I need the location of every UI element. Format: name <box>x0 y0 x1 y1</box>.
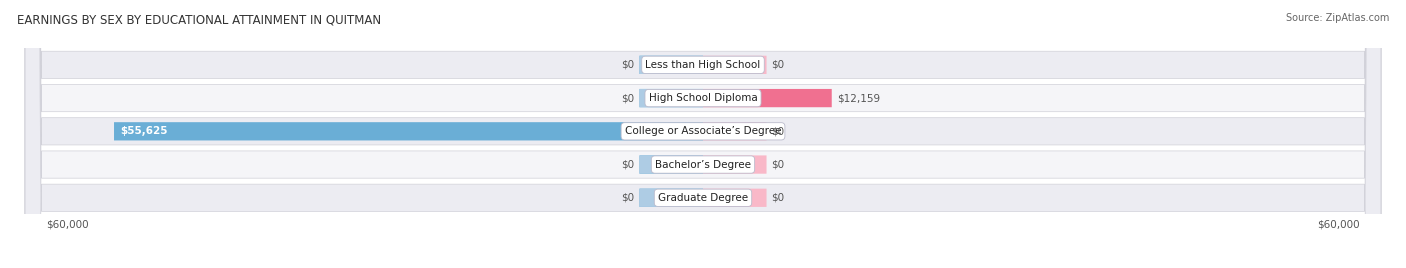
FancyBboxPatch shape <box>640 89 703 107</box>
Text: $12,159: $12,159 <box>837 93 880 103</box>
FancyBboxPatch shape <box>640 56 703 74</box>
Text: Less than High School: Less than High School <box>645 60 761 70</box>
Text: $0: $0 <box>772 193 785 203</box>
Text: $0: $0 <box>621 193 634 203</box>
Text: $0: $0 <box>621 159 634 170</box>
Text: $0: $0 <box>772 159 785 170</box>
Text: College or Associate’s Degree: College or Associate’s Degree <box>624 126 782 136</box>
FancyBboxPatch shape <box>640 89 703 107</box>
Text: EARNINGS BY SEX BY EDUCATIONAL ATTAINMENT IN QUITMAN: EARNINGS BY SEX BY EDUCATIONAL ATTAINMEN… <box>17 13 381 27</box>
Text: High School Diploma: High School Diploma <box>648 93 758 103</box>
FancyBboxPatch shape <box>703 89 832 107</box>
FancyBboxPatch shape <box>114 122 703 140</box>
FancyBboxPatch shape <box>25 0 1381 268</box>
FancyBboxPatch shape <box>640 56 703 74</box>
FancyBboxPatch shape <box>703 155 766 174</box>
FancyBboxPatch shape <box>25 0 1381 268</box>
FancyBboxPatch shape <box>640 155 703 174</box>
FancyBboxPatch shape <box>703 122 766 140</box>
Text: Graduate Degree: Graduate Degree <box>658 193 748 203</box>
Text: $0: $0 <box>772 126 785 136</box>
FancyBboxPatch shape <box>703 56 766 74</box>
FancyBboxPatch shape <box>25 0 1381 268</box>
FancyBboxPatch shape <box>703 189 766 207</box>
Text: $0: $0 <box>621 60 634 70</box>
Text: $0: $0 <box>621 93 634 103</box>
FancyBboxPatch shape <box>640 189 703 207</box>
Text: Source: ZipAtlas.com: Source: ZipAtlas.com <box>1285 13 1389 23</box>
Text: $55,625: $55,625 <box>121 126 167 136</box>
FancyBboxPatch shape <box>25 0 1381 268</box>
FancyBboxPatch shape <box>640 189 703 207</box>
FancyBboxPatch shape <box>640 155 703 174</box>
FancyBboxPatch shape <box>25 0 1381 268</box>
Text: Bachelor’s Degree: Bachelor’s Degree <box>655 159 751 170</box>
Text: $0: $0 <box>772 60 785 70</box>
